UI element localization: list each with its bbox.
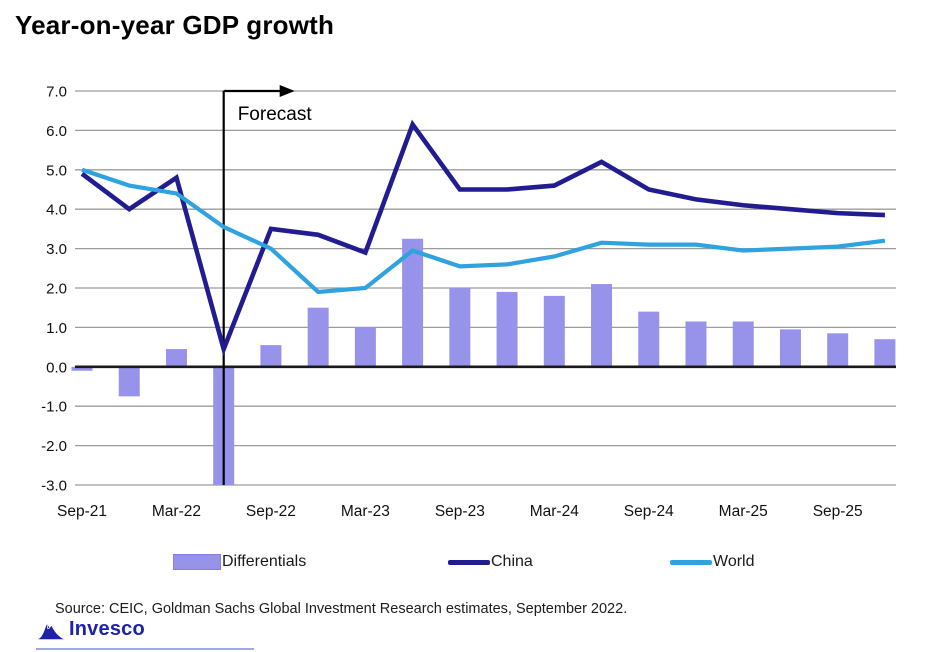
differentials-bar [71, 366, 93, 371]
y-axis-tick-label: -3.0 [41, 478, 67, 495]
differentials-bar [165, 349, 187, 367]
forecast-arrowhead-icon [279, 85, 295, 97]
differentials-bar [591, 284, 613, 367]
differentials-swatch [173, 554, 221, 570]
legend-item-differentials: Differentials [173, 549, 306, 575]
x-axis-tick-label: Mar-23 [341, 503, 390, 520]
y-axis-tick-label: 1.0 [46, 320, 67, 337]
differentials-bar [354, 327, 376, 367]
y-axis-tick-label: 2.0 [46, 281, 67, 298]
logo-underline [36, 648, 254, 650]
y-axis-tick-label: 6.0 [46, 123, 67, 140]
page-title: Year-on-year GDP growth [15, 10, 335, 40]
invesco-logo: Invesco [38, 618, 145, 641]
differentials-bar [779, 329, 801, 367]
differentials-bar [307, 307, 329, 367]
differentials-bar [732, 321, 754, 367]
differentials-bar [118, 366, 140, 397]
forecast-label: Forecast [238, 104, 313, 125]
legend: Differentials China World [0, 549, 928, 575]
china-line [80, 119, 886, 357]
differentials-bar [402, 238, 424, 367]
x-axis-tick-label: Sep-24 [624, 503, 674, 520]
y-axis-tick-label: 7.0 [46, 84, 67, 101]
x-axis-tick-label: Mar-25 [719, 503, 768, 520]
source-attribution: Source: CEIC, Goldman Sachs Global Inves… [55, 601, 628, 617]
y-axis-tick-label: 4.0 [46, 202, 67, 219]
x-axis-tick-label: Sep-21 [57, 503, 107, 520]
world-line [81, 167, 886, 295]
differentials-bar [496, 291, 518, 367]
differentials-bar [685, 321, 707, 367]
x-axis-tick-label: Sep-23 [435, 503, 485, 520]
x-axis-tick-label: Mar-24 [530, 503, 579, 520]
legend-item-world: World [670, 549, 755, 575]
world-swatch [670, 559, 712, 565]
y-axis-tick-label: 5.0 [46, 162, 67, 179]
y-axis-tick-label: -1.0 [41, 399, 67, 416]
china-swatch [448, 559, 490, 565]
differentials-bar [827, 333, 849, 367]
x-axis-tick-label: Sep-25 [813, 503, 863, 520]
differentials-bar [874, 339, 896, 367]
x-axis-tick-label: Sep-22 [246, 503, 296, 520]
y-axis-tick-label: 0.0 [46, 359, 67, 376]
legend-label-china: China [491, 553, 533, 570]
differentials-bar [638, 311, 660, 367]
y-axis-tick-label: 3.0 [46, 241, 67, 258]
differentials-bar [543, 295, 565, 367]
legend-item-china: China [448, 549, 533, 575]
y-axis-tick-label: -2.0 [41, 438, 67, 455]
differentials-bar [449, 288, 471, 367]
invesco-mountain-icon [38, 622, 64, 639]
differentials-bar [260, 345, 282, 367]
legend-label-world: World [713, 553, 755, 570]
x-axis-tick-label: Mar-22 [152, 503, 201, 520]
legend-label-differentials: Differentials [222, 553, 307, 570]
invesco-wordmark: Invesco [69, 618, 145, 640]
